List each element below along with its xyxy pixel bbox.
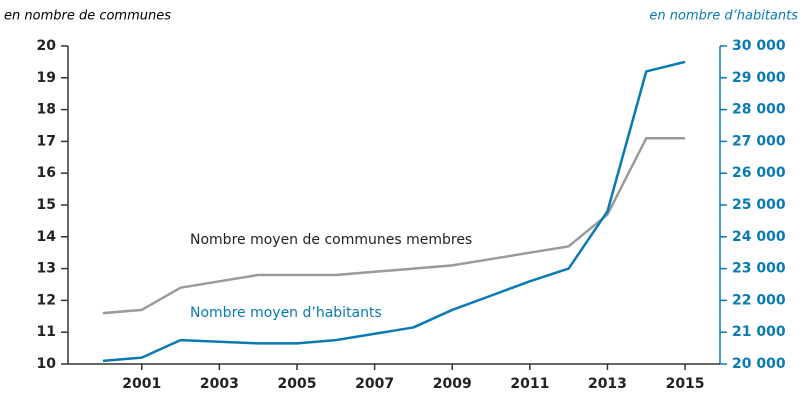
x-tick-label: 2003	[200, 376, 239, 392]
y-tick-label: 15	[37, 197, 56, 213]
annotation: Nombre moyen de communes membres	[190, 232, 472, 248]
y-tick-label: 14	[37, 229, 57, 245]
y-tick-label: 11	[37, 324, 56, 340]
y2-tick-label: 21 000	[732, 324, 786, 340]
x-tick-label: 2005	[277, 376, 316, 392]
y-tick-label: 20	[37, 38, 57, 54]
y-tick-label: 10	[37, 356, 57, 372]
y2-tick-label: 24 000	[732, 229, 786, 245]
series-line	[102, 136, 686, 315]
y2-tick-label: 25 000	[732, 197, 786, 213]
y2-axis-label: en nombre d’habitants	[649, 9, 798, 24]
y2-tick-label: 27 000	[732, 133, 786, 149]
y-axis-label: en nombre de communes	[4, 9, 171, 24]
y2-tick-label: 20 000	[732, 356, 786, 372]
series-line	[102, 60, 686, 363]
x-tick-label: 2015	[666, 376, 705, 392]
x-tick-label: 2007	[355, 376, 394, 392]
x-tick-label: 2009	[433, 376, 472, 392]
x-tick-label: 2011	[510, 376, 549, 392]
y2-tick-label: 30 000	[732, 38, 786, 54]
y2-tick-label: 26 000	[732, 165, 786, 181]
y2-tick-label: 28 000	[732, 102, 786, 118]
y2-tick-label: 22 000	[732, 292, 786, 308]
y-tick-label: 17	[37, 133, 56, 149]
y2-tick-label: 23 000	[732, 261, 786, 277]
y-tick-label: 18	[37, 102, 56, 118]
x-tick-label: 2013	[588, 376, 627, 392]
y-tick-label: 12	[37, 292, 56, 308]
y-tick-label: 13	[37, 261, 56, 277]
y2-tick-label: 29 000	[732, 70, 786, 86]
annotation: Nombre moyen d’habitants	[190, 305, 382, 321]
y-tick-label: 19	[37, 70, 56, 86]
x-tick-label: 2001	[122, 376, 161, 392]
y-tick-label: 16	[37, 165, 56, 181]
